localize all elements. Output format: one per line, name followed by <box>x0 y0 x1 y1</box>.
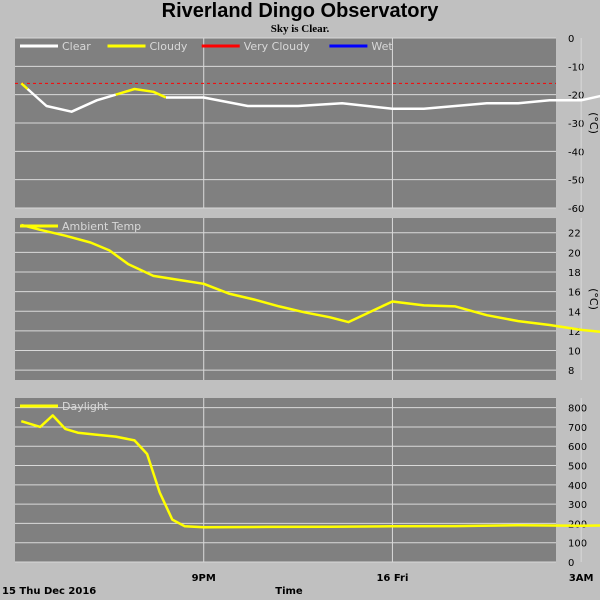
ylabel-ambient: (°C) <box>587 288 600 310</box>
ytick-label-ambient: 8 <box>568 366 574 377</box>
plot-area-ambient <box>15 218 556 380</box>
ytick-label-sky: -60 <box>568 204 584 215</box>
ytick-label-sky: 0 <box>568 34 574 45</box>
ytick-label-ambient: 18 <box>568 268 581 279</box>
legend-label-sky: Very Cloudy <box>244 40 310 53</box>
ytick-label-daylight: 700 <box>568 423 587 434</box>
ytick-label-sky: -20 <box>568 91 584 102</box>
ytick-label-daylight: 400 <box>568 481 587 492</box>
ytick-label-ambient: 12 <box>568 327 581 338</box>
series-line-ambient <box>20 223 600 333</box>
ytick-label-sky: -40 <box>568 147 584 158</box>
xtick-label: 16 Fri <box>376 573 408 584</box>
series-line-daylight <box>20 414 600 529</box>
ytick-label-daylight: 600 <box>568 442 587 453</box>
ytick-label-sky: -10 <box>568 62 584 73</box>
ytick-label-ambient: 16 <box>568 288 581 299</box>
ylabel-sky: (°C) <box>587 112 600 134</box>
ytick-label-daylight: 800 <box>568 404 587 415</box>
ytick-label-ambient: 22 <box>568 229 581 240</box>
legend-label-sky: Cloudy <box>150 40 188 53</box>
x-axis-title: Time <box>275 586 303 597</box>
legend-label-ambient: Ambient Temp <box>62 220 141 233</box>
ytick-label-sky: -50 <box>568 176 584 187</box>
ytick-label-daylight: 100 <box>568 539 587 550</box>
ytick-label-ambient: 20 <box>568 248 581 259</box>
legend-label-daylight: Daylight <box>62 400 109 413</box>
ytick-label-ambient: 14 <box>568 307 581 318</box>
chart-title: Riverland Dingo Observatory <box>161 0 439 22</box>
ytick-label-daylight: 300 <box>568 500 587 511</box>
legend-label-sky: Clear <box>62 40 91 53</box>
ytick-label-ambient: 10 <box>568 347 581 358</box>
series-line-sky <box>115 87 167 99</box>
series-line-sky <box>166 94 600 111</box>
ytick-label-sky: -30 <box>568 119 584 130</box>
legend-label-sky: Wet <box>371 40 393 53</box>
date-label: 15 Thu Dec 2016 <box>2 586 96 597</box>
series-line-sky <box>26 88 117 113</box>
xtick-label: 3AM <box>569 573 594 584</box>
ytick-label-daylight: 500 <box>568 462 587 473</box>
ytick-label-daylight: 0 <box>568 558 574 569</box>
xtick-label: 9PM <box>192 573 216 584</box>
series-line-sky <box>20 82 29 90</box>
plot-area-daylight <box>15 398 556 562</box>
sky-status: Sky is Clear. <box>270 23 330 35</box>
